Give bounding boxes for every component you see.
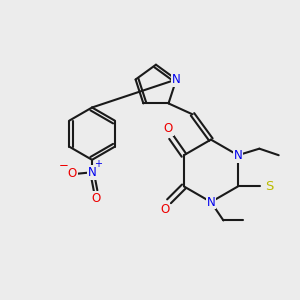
Text: O: O bbox=[91, 192, 100, 205]
Text: O: O bbox=[68, 167, 77, 180]
Text: N: N bbox=[88, 166, 96, 179]
Text: N: N bbox=[234, 149, 242, 162]
Text: N: N bbox=[207, 196, 215, 208]
Text: N: N bbox=[172, 73, 181, 86]
Text: O: O bbox=[164, 122, 173, 135]
Text: +: + bbox=[94, 159, 102, 169]
Text: O: O bbox=[160, 203, 169, 216]
Text: −: − bbox=[58, 159, 68, 172]
Text: S: S bbox=[266, 180, 274, 193]
